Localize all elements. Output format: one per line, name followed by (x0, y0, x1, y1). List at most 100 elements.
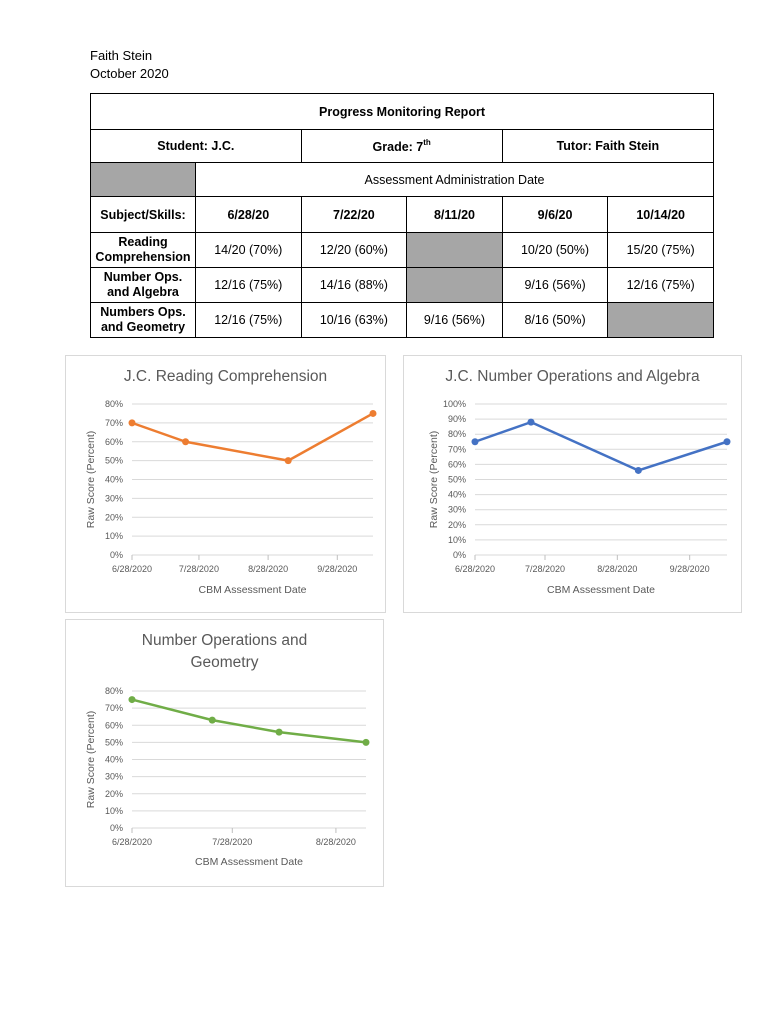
table-title: Progress Monitoring Report (90, 93, 714, 130)
y-tick-label: 0% (453, 550, 466, 560)
y-tick-label: 20% (105, 512, 123, 522)
y-tick-label: 60% (448, 459, 466, 469)
series-line (131, 698, 367, 744)
y-tick-label: 30% (105, 772, 123, 782)
empty-gray-cell (90, 162, 196, 197)
x-tick-label: 9/28/2020 (317, 564, 357, 574)
y-tick-label: 70% (448, 444, 466, 454)
score-cell: 12/16 (75%) (195, 267, 302, 303)
group-header: Assessment Administration Date (195, 162, 714, 197)
y-tick-label: 60% (105, 720, 123, 730)
x-axis-label: CBM Assessment Date (199, 584, 307, 596)
progress-monitoring-table: Progress Monitoring Report Student: J.C.… (90, 93, 715, 338)
column-header: 6/28/20 (195, 196, 302, 233)
column-header: 9/6/20 (501, 196, 609, 233)
y-tick-label: 80% (105, 686, 123, 696)
data-point (275, 728, 283, 736)
score-cell: 12/20 (60%) (300, 232, 408, 268)
grade-sup: th (423, 138, 431, 148)
x-tick-label: 6/28/2020 (112, 837, 152, 847)
x-tick-label: 7/28/2020 (179, 564, 219, 574)
data-point (471, 438, 479, 446)
subject-cell: Numbers Ops. and Geometry (90, 302, 196, 338)
data-point (634, 466, 642, 474)
data-point (128, 696, 136, 704)
y-tick-label: 50% (105, 737, 123, 747)
y-tick-label: 30% (105, 493, 123, 503)
score-cell: 8/16 (50%) (501, 302, 609, 338)
score-cell: 9/16 (56%) (501, 267, 609, 303)
x-tick-label: 9/28/2020 (670, 564, 710, 574)
y-tick-label: 70% (105, 703, 123, 713)
series-line (131, 412, 374, 462)
score-cell (607, 302, 714, 338)
y-tick-label: 10% (448, 535, 466, 545)
score-cell: 10/16 (63%) (300, 302, 408, 338)
column-header: Subject/Skills: (90, 196, 196, 233)
x-tick-label: 7/28/2020 (212, 837, 252, 847)
table-row: Reading Comprehension 14/20 (70%) 12/20 (6… (90, 232, 714, 268)
chart-title: J.C. Reading Comprehension (123, 368, 328, 385)
y-tick-label: 50% (448, 475, 466, 485)
column-header: 8/11/20 (406, 196, 503, 233)
grade-cell: Grade: 7th (300, 129, 503, 163)
author-name: Faith Stein (90, 48, 153, 63)
score-cell: 10/20 (50%) (501, 232, 609, 268)
data-point (284, 457, 292, 465)
chart-title: Number Operations and Geometry (141, 632, 308, 671)
score-cell: 14/16 (88%) (300, 267, 408, 303)
score-cell: 12/16 (75%) (607, 267, 714, 303)
student-cell: Student: J.C. (90, 129, 302, 163)
x-tick-label: 8/28/2020 (597, 564, 637, 574)
y-tick-label: 60% (105, 437, 123, 447)
y-tick-label: 90% (448, 414, 466, 424)
grade-text: Grade: 7 (372, 139, 424, 154)
subject-cell: Number Ops. and Algebra (90, 267, 196, 303)
x-tick-label: 7/28/2020 (525, 564, 565, 574)
y-tick-label: 20% (105, 789, 123, 799)
y-tick-label: 80% (448, 429, 466, 439)
x-tick-label: 8/28/2020 (248, 564, 288, 574)
y-axis-label: Raw Score (Percent) (85, 711, 97, 808)
x-tick-label: 6/28/2020 (112, 564, 152, 574)
data-point (723, 438, 731, 446)
table-row: Numbers Ops. and Geometry 12/16 (75%) 10/1… (90, 302, 714, 338)
y-tick-label: 40% (105, 475, 123, 485)
y-axis-label: Raw Score (Percent) (85, 431, 97, 528)
subject-cell: Reading Comprehension (90, 232, 196, 268)
score-cell (406, 232, 503, 268)
y-tick-label: 0% (110, 550, 123, 560)
y-tick-label: 10% (105, 806, 123, 816)
table-row: Number Ops. and Algebra 12/16 (75%) 14/16 … (90, 267, 714, 303)
y-tick-label: 100% (443, 399, 466, 409)
number-operations-algebra-chart: J.C. Number Operations and Algebra 0% 10% 2… (403, 355, 742, 613)
y-axis-label: Raw Score (Percent) (428, 431, 440, 528)
score-cell: 12/16 (75%) (195, 302, 302, 338)
column-header: 10/14/20 (607, 196, 714, 233)
reading-comprehension-chart: J.C. Reading Comprehension 0% 10% 20% 30% 40%… (65, 355, 386, 613)
y-tick-label: 70% (105, 418, 123, 428)
y-tick-label: 30% (448, 505, 466, 515)
number-operations-geometry-chart: Number Operations and Geometry 0% 10% 20% 30… (65, 619, 384, 887)
y-tick-label: 40% (105, 755, 123, 765)
data-point (369, 409, 377, 417)
y-tick-label: 50% (105, 456, 123, 466)
x-axis-label: CBM Assessment Date (195, 856, 303, 868)
data-point (527, 418, 535, 426)
data-point (362, 738, 370, 746)
series-line (474, 420, 728, 472)
x-axis-label: CBM Assessment Date (547, 584, 655, 596)
column-header: 7/22/20 (300, 196, 408, 233)
x-tick-label: 8/28/2020 (316, 837, 356, 847)
score-cell (406, 267, 503, 303)
chart-title: J.C. Number Operations and Algebra (445, 368, 700, 385)
tutor-cell: Tutor: Faith Stein (501, 129, 715, 163)
report-date: October 2020 (90, 66, 169, 81)
data-point (128, 419, 136, 427)
data-point (182, 438, 190, 446)
score-cell: 15/20 (75%) (607, 232, 714, 268)
y-tick-label: 0% (110, 823, 123, 833)
y-tick-label: 20% (448, 520, 466, 530)
y-tick-label: 80% (105, 399, 123, 409)
score-cell: 14/20 (70%) (195, 232, 302, 268)
